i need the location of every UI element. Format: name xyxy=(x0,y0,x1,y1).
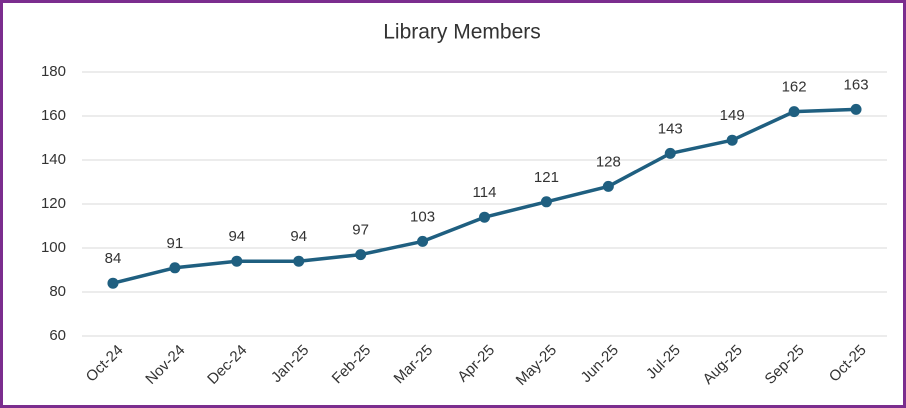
y-tick-label: 120 xyxy=(41,195,66,212)
y-tick-label: 180 xyxy=(41,63,66,80)
data-label: 121 xyxy=(534,169,559,186)
data-point xyxy=(479,211,490,223)
data-label: 162 xyxy=(782,79,807,96)
data-label: 149 xyxy=(720,107,745,124)
y-tick-label: 80 xyxy=(49,283,66,300)
y-tick-label: 140 xyxy=(41,151,66,168)
data-point xyxy=(231,255,243,267)
data-label: 103 xyxy=(410,208,435,225)
data-point xyxy=(788,106,800,118)
data-point xyxy=(417,235,429,247)
data-label: 114 xyxy=(473,184,497,201)
data-point xyxy=(107,277,119,289)
data-label: 94 xyxy=(290,228,307,245)
chart-title: Library Members xyxy=(383,21,541,44)
y-tick-label: 100 xyxy=(41,239,66,256)
data-point xyxy=(540,196,552,208)
y-tick-label: 160 xyxy=(41,107,66,124)
data-label: 128 xyxy=(596,153,621,170)
data-label: 97 xyxy=(352,222,369,239)
data-label: 143 xyxy=(658,120,683,137)
data-point xyxy=(664,147,676,159)
data-point xyxy=(169,262,181,274)
data-label: 84 xyxy=(105,250,122,267)
data-point xyxy=(602,180,614,192)
data-label: 91 xyxy=(167,235,184,252)
data-point xyxy=(850,103,862,115)
y-tick-label: 60 xyxy=(49,327,66,344)
data-point xyxy=(726,134,738,146)
data-label: 94 xyxy=(228,228,245,245)
data-point xyxy=(293,255,305,267)
data-label: 163 xyxy=(844,76,869,93)
data-point xyxy=(355,249,367,261)
